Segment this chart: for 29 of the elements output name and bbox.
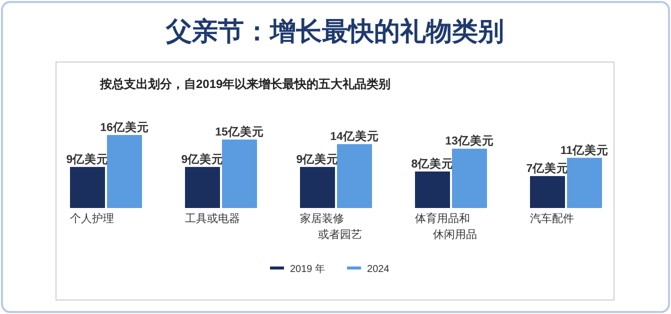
data-label: 11亿美元	[560, 142, 609, 157]
data-label: 16亿美元	[100, 120, 149, 134]
x-tick-label: 汽车配件	[530, 212, 574, 225]
legend-label: 2024	[367, 264, 390, 275]
x-tick-label: 工具或电器	[185, 212, 240, 225]
bar	[300, 166, 335, 208]
bar	[567, 158, 602, 208]
data-label: 13亿美元	[445, 134, 494, 148]
x-tick-label: 个人护理	[70, 212, 114, 225]
chart-subtitle: 按总支出划分，自2019年以来增长最快的五大礼品类别	[99, 77, 391, 91]
legend-label: 2019 年	[290, 263, 326, 275]
x-tick-label: 家居装修或者园艺	[300, 212, 362, 241]
chart-title: 父亲节：增长最快的礼物类别	[165, 16, 504, 46]
bar	[337, 144, 372, 208]
bar	[107, 135, 142, 208]
data-label: 14亿美元	[330, 129, 379, 144]
data-label: 9亿美元	[66, 152, 109, 166]
bar	[70, 166, 105, 208]
bar	[452, 148, 487, 208]
data-label: 15亿美元	[215, 124, 264, 139]
x-tick-label: 体育用品和休闲用品	[415, 212, 477, 241]
data-label: 9亿美元	[181, 152, 224, 166]
data-label: 9亿美元	[296, 152, 339, 166]
bar	[222, 140, 257, 208]
bar	[530, 176, 565, 208]
bar	[185, 166, 220, 208]
data-label: 7亿美元	[526, 161, 569, 176]
data-label: 8亿美元	[411, 156, 454, 170]
bar	[415, 172, 450, 208]
